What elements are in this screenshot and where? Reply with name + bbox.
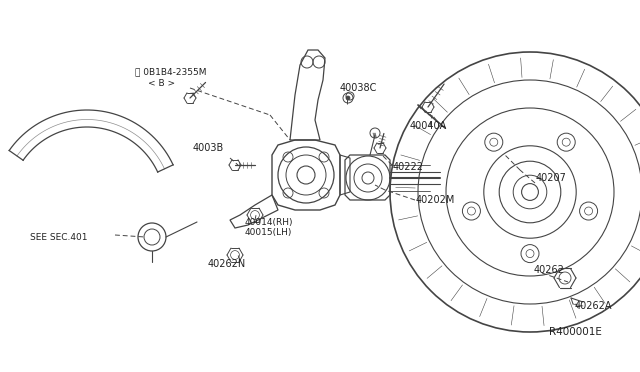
Text: 4003B: 4003B	[193, 143, 224, 153]
Text: 40202M: 40202M	[416, 195, 456, 205]
Text: 40262A: 40262A	[575, 301, 612, 311]
Text: R400001E: R400001E	[549, 327, 602, 337]
Text: 40014(RH): 40014(RH)	[245, 218, 294, 227]
Text: Ⓑ 0B1B4-2355M: Ⓑ 0B1B4-2355M	[135, 67, 207, 77]
Text: 40015(LH): 40015(LH)	[245, 228, 292, 237]
Text: 40207: 40207	[536, 173, 567, 183]
Text: 40262: 40262	[534, 265, 565, 275]
Circle shape	[346, 96, 350, 100]
Text: 40262N: 40262N	[208, 259, 246, 269]
Text: SEE SEC.401: SEE SEC.401	[30, 234, 88, 243]
Text: < B >: < B >	[148, 78, 175, 87]
Text: 40222: 40222	[393, 162, 424, 172]
Text: 40038C: 40038C	[340, 83, 378, 93]
Text: 40040A: 40040A	[410, 121, 447, 131]
